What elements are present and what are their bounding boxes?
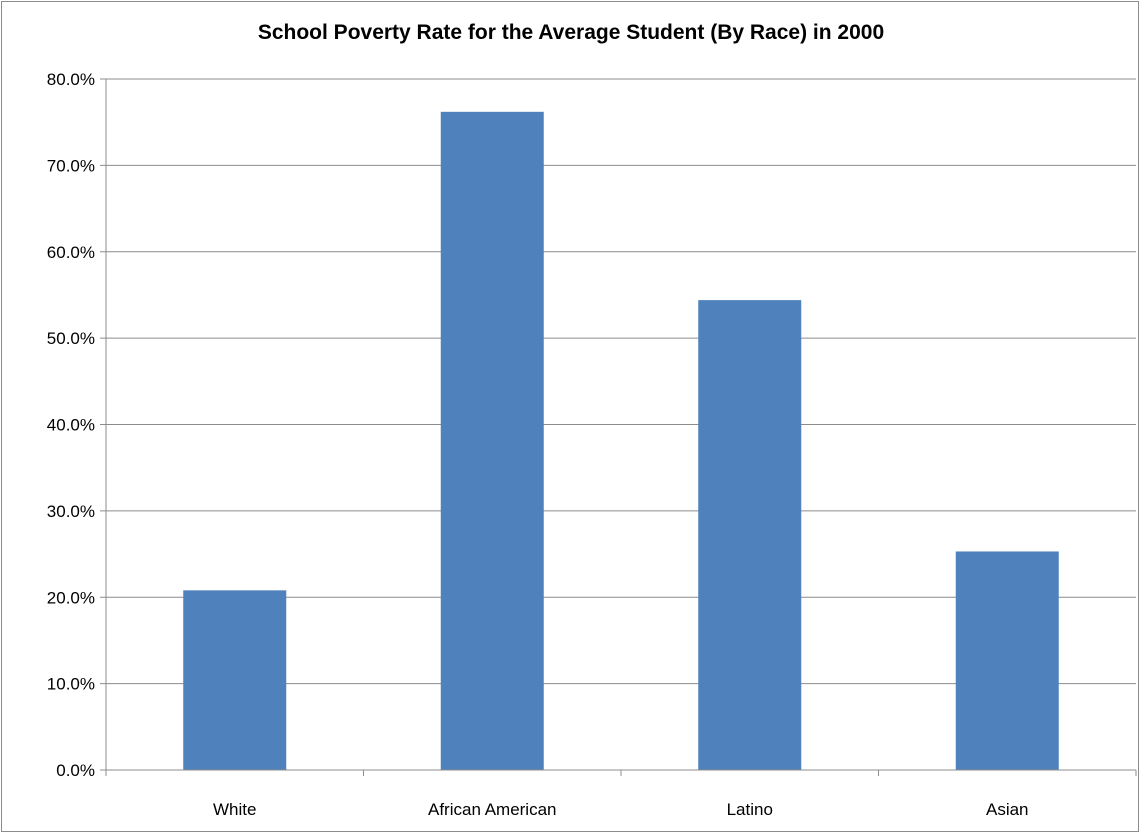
axes (105, 79, 1137, 776)
bar (183, 590, 287, 770)
bars (183, 111, 1059, 770)
y-tick-label: 70.0% (47, 156, 95, 175)
y-tick-label: 40.0% (47, 416, 95, 435)
y-tick-label: 10.0% (47, 675, 95, 694)
chart-title: School Poverty Rate for the Average Stud… (257, 21, 885, 44)
x-tick-label: Asian (986, 800, 1029, 819)
x-tick-label: White (213, 800, 256, 819)
bar (955, 551, 1059, 770)
x-tick-labels: White African American Latino Asian (213, 800, 1029, 819)
y-tick-label: 50.0% (47, 329, 95, 348)
y-tick-label: 30.0% (47, 502, 95, 521)
y-tick-label: 80.0% (47, 70, 95, 89)
x-tick-label: African American (428, 800, 557, 819)
x-tick-label: Latino (727, 800, 773, 819)
y-tick-label: 0.0% (56, 761, 95, 780)
bar (440, 111, 544, 770)
y-tick-labels: 0.0% 10.0% 20.0% 30.0% 40.0% 50.0% 60.0% 70.0% 8… (47, 70, 95, 780)
bar (698, 300, 802, 770)
y-tick-label: 60.0% (47, 243, 95, 262)
y-tick-label: 20.0% (47, 588, 95, 607)
